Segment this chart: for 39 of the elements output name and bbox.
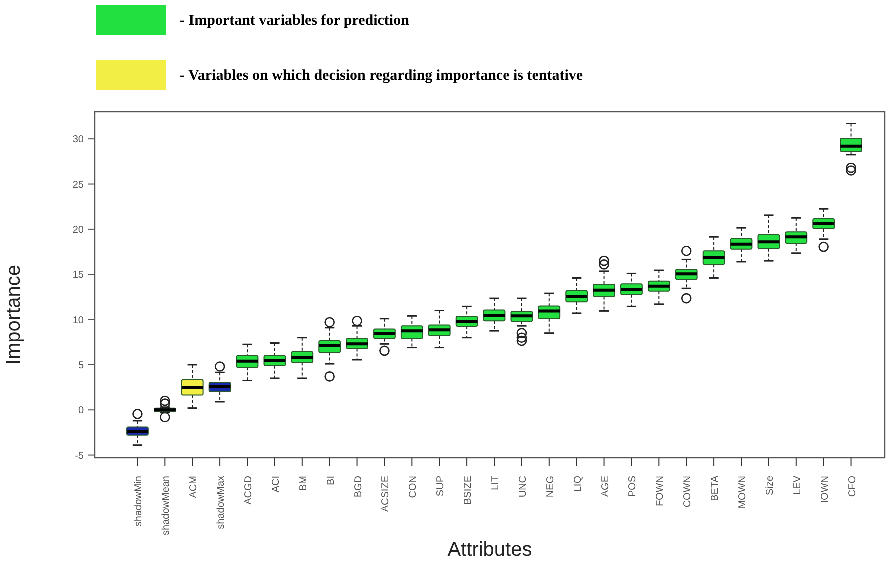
x-tick-label: SUP xyxy=(436,476,447,497)
legend-label: - Important variables for prediction xyxy=(180,13,410,29)
x-tick-label: LIT xyxy=(490,476,502,490)
x-tick-label: UNC xyxy=(518,476,529,498)
y-tick-label: 10 xyxy=(72,315,84,326)
x-tick-label: CFO xyxy=(847,476,858,498)
x-tick-label: NEG xyxy=(545,476,556,498)
y-tick-label: 15 xyxy=(72,270,84,282)
x-tick-label: AGE xyxy=(600,476,612,498)
y-tick-label: 0 xyxy=(78,406,84,417)
legend-label: - Variables on which decision regarding importance is tentative xyxy=(180,68,584,84)
x-tick-label: FOWN xyxy=(655,476,666,507)
y-axis-title: Importance xyxy=(3,264,25,366)
y-tick-label: -5 xyxy=(75,450,84,462)
x-tick-label: COWN xyxy=(682,476,694,508)
x-tick-label: BETA xyxy=(710,476,722,502)
x-tick-label: BM xyxy=(298,476,310,491)
y-tick-label: 5 xyxy=(78,360,84,372)
x-tick-label: BI xyxy=(326,476,337,486)
x-tick-label: BGD xyxy=(353,476,364,498)
x-tick-label: BSIZE xyxy=(463,476,474,505)
x-tick-label: ACSIZE xyxy=(380,476,392,512)
x-tick-label: IOWN xyxy=(820,476,831,504)
x-tick-label: ACM xyxy=(188,476,200,498)
x-tick-label: shadowMean xyxy=(161,476,172,536)
x-tick-label: ACI xyxy=(270,476,282,493)
x-tick-label: LIQ xyxy=(572,476,584,492)
y-tick-label: 25 xyxy=(72,180,84,191)
x-tick-label: shadowMin xyxy=(134,476,145,527)
y-tick-label: 20 xyxy=(72,224,84,236)
x-tick-label: ACGD xyxy=(244,476,254,505)
y-tick-label: 30 xyxy=(72,134,84,146)
x-tick-label: CON xyxy=(408,476,420,498)
x-tick-label: MOWN xyxy=(738,476,748,509)
x-tick-label: Size xyxy=(764,476,776,496)
x-tick-label: LEV xyxy=(792,476,804,495)
x-axis-title: Attributes xyxy=(448,539,532,561)
x-tick-label: shadowMax xyxy=(216,476,228,530)
x-tick-label: POS xyxy=(628,476,639,498)
